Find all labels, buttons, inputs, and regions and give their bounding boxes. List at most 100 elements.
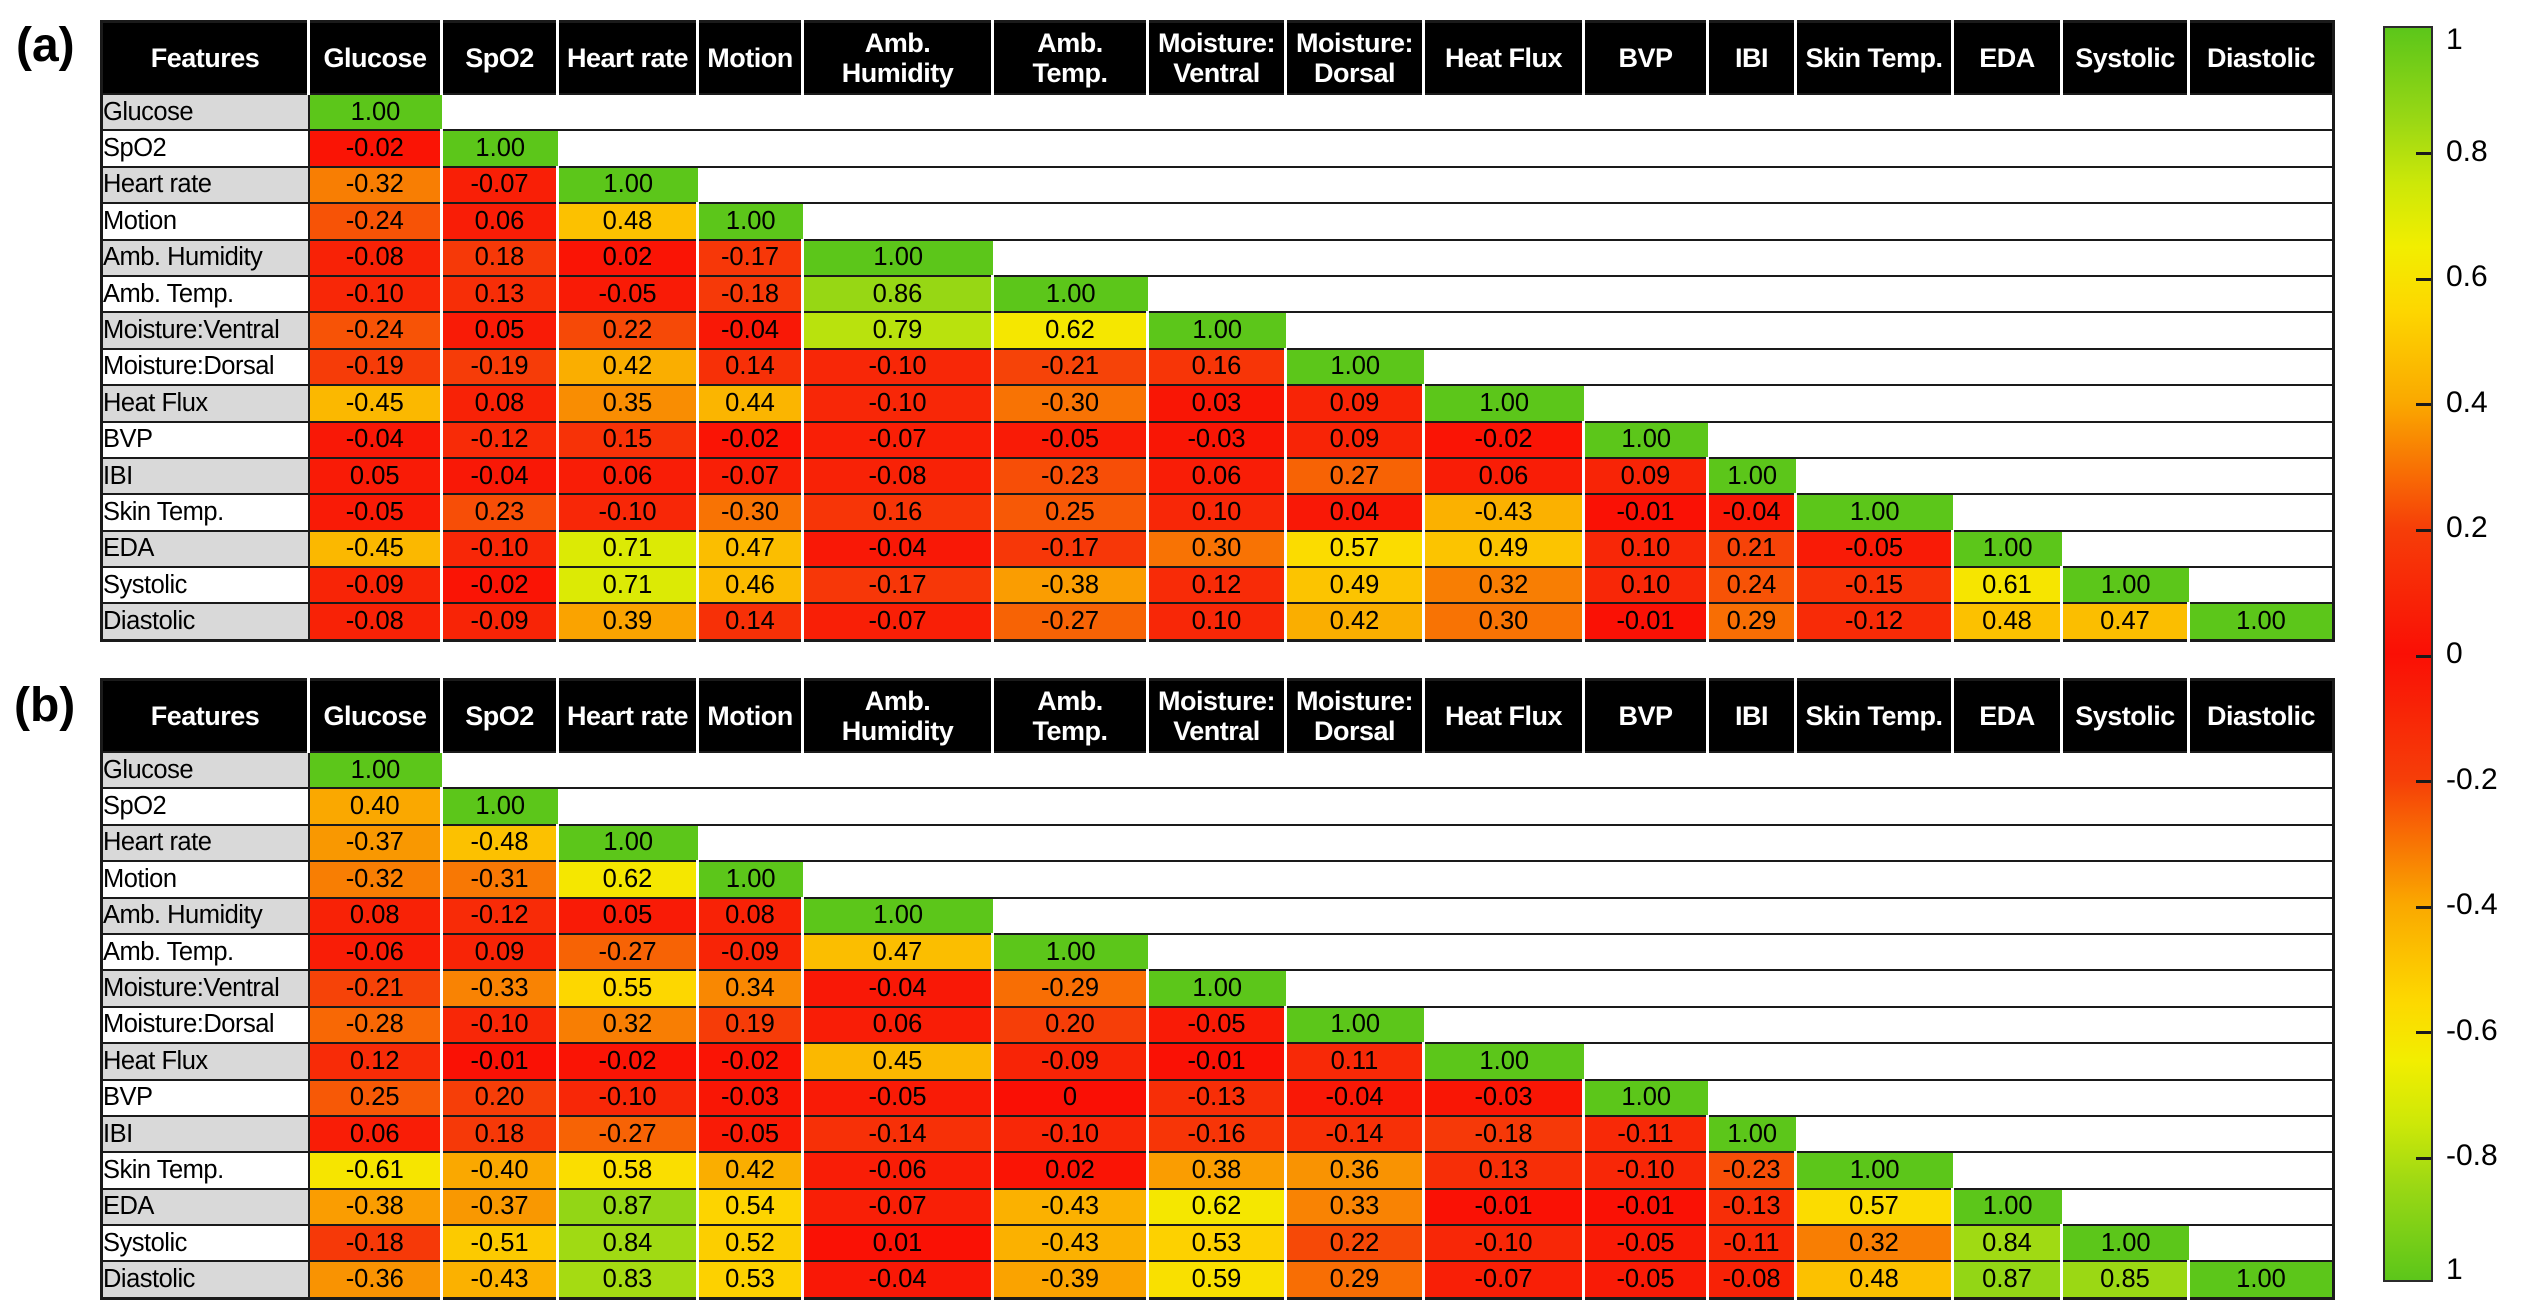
row-label: Motion xyxy=(101,860,310,898)
matrix-cell: 0.23 xyxy=(440,493,558,531)
matrix-cell: 0.47 xyxy=(696,529,803,568)
matrix-cell: -0.01 xyxy=(440,1042,558,1080)
matrix-cell: -0.06 xyxy=(308,932,442,971)
matrix-row: Moisture:Dorsal -0.28 -0.10 0.32 0.19 0.06 0.2… xyxy=(101,1005,2334,1044)
matrix-cell: -0.45 xyxy=(308,384,442,422)
row-label: Skin Temp. xyxy=(101,493,310,531)
row-label: Moisture:Dorsal xyxy=(101,347,310,386)
column-header: Systolic xyxy=(2060,679,2189,752)
matrix-cell: -0.29 xyxy=(991,969,1148,1007)
matrix-cell: 0.06 xyxy=(440,202,558,240)
matrix-cell: -0.18 xyxy=(308,1224,442,1262)
row-label: Heat Flux xyxy=(101,1042,310,1080)
matrix-cell: 0.19 xyxy=(696,1005,803,1044)
matrix-cell: 0.30 xyxy=(1146,529,1286,568)
matrix-cell: -0.12 xyxy=(440,420,558,458)
matrix-cell: 0.32 xyxy=(556,1005,698,1044)
colorbar-tick-label: 1 xyxy=(2446,23,2463,56)
row-label: Systolic xyxy=(101,566,310,604)
matrix-cell: 0.42 xyxy=(1284,602,1424,641)
empty-upper-triangle-cell xyxy=(557,787,2334,825)
matrix-cell: 0.54 xyxy=(696,1187,803,1226)
header-row: Features Glucose SpO2 Heart rate Motion Amb. … xyxy=(101,21,2334,94)
column-header: Amb. Temp. xyxy=(991,21,1148,94)
matrix-cell: -0.43 xyxy=(440,1260,558,1299)
matrix-row: Amb. Temp. -0.06 0.09 -0.27 -0.09 0.47 1.00 xyxy=(101,932,2334,971)
matrix-cell: 0.46 xyxy=(696,566,803,604)
matrix-row: SpO2 0.40 1.00 xyxy=(101,787,2334,825)
matrix-cell: -0.05 xyxy=(308,493,442,531)
empty-upper-triangle-cell xyxy=(1795,1114,2334,1153)
empty-upper-triangle-cell xyxy=(802,202,2334,240)
colorbar-tick-label: 0.6 xyxy=(2446,260,2488,294)
matrix-cell: 1.00 xyxy=(696,202,803,240)
empty-upper-triangle-cell xyxy=(441,750,2334,789)
column-header: SpO2 xyxy=(440,679,558,752)
matrix-row: IBI 0.05 -0.04 0.06 -0.07 -0.08 -0.23 0.06 0.27 0… xyxy=(101,456,2334,495)
row-label: IBI xyxy=(101,1114,310,1153)
matrix-cell: -0.11 xyxy=(1582,1114,1708,1153)
matrix-cell: -0.04 xyxy=(696,311,803,349)
matrix-cell: 0.18 xyxy=(440,1114,558,1153)
matrix-cell: 0.49 xyxy=(1422,529,1584,568)
matrix-cell: 0.57 xyxy=(1794,1187,1953,1226)
colorbar-tick-label: 0.8 xyxy=(2446,134,2488,168)
matrix-cell: -0.10 xyxy=(801,384,993,422)
matrix-row: Systolic -0.18 -0.51 0.84 0.52 0.01 -0.43 0.53 0… xyxy=(101,1224,2334,1262)
colorbar-tick-label: -0.6 xyxy=(2446,1013,2498,1047)
matrix-row: Motion -0.24 0.06 0.48 1.00 xyxy=(101,202,2334,240)
matrix-cell: 0.86 xyxy=(801,274,993,313)
matrix-cell: 1.00 xyxy=(1422,1042,1584,1080)
colorbar-gradient xyxy=(2383,26,2433,1282)
matrix-cell: -0.02 xyxy=(1422,420,1584,458)
matrix-cell: -0.12 xyxy=(440,896,558,934)
matrix-cell: -0.32 xyxy=(308,165,442,204)
matrix-cell: 0.55 xyxy=(556,969,698,1007)
empty-upper-triangle-cell xyxy=(992,896,2334,934)
matrix-cell: -0.18 xyxy=(696,274,803,313)
column-header: IBI xyxy=(1706,21,1796,94)
matrix-cell: -0.10 xyxy=(308,274,442,313)
row-label: SpO2 xyxy=(101,787,310,825)
matrix-cell: -0.05 xyxy=(1146,1005,1286,1044)
empty-upper-triangle-cell xyxy=(1147,932,2334,971)
correlation-matrix-b: Features Glucose SpO2 Heart rate Motion Amb. … xyxy=(100,678,2335,1300)
column-header: EDA xyxy=(1951,679,2062,752)
matrix-cell: -0.02 xyxy=(556,1042,698,1080)
matrix-cell: 0.05 xyxy=(440,311,558,349)
matrix-cell: -0.14 xyxy=(1284,1114,1424,1153)
matrix-cell: -0.08 xyxy=(308,602,442,641)
colorbar-tick-label: -0.2 xyxy=(2446,762,2498,796)
matrix-cell: 0.09 xyxy=(440,932,558,971)
matrix-cell: 0.49 xyxy=(1284,566,1424,604)
column-header: Skin Temp. xyxy=(1794,679,1953,752)
matrix-cell: 0.02 xyxy=(556,238,698,276)
row-label: EDA xyxy=(101,529,310,568)
row-label: Glucose xyxy=(101,750,310,789)
matrix-cell: -0.04 xyxy=(801,969,993,1007)
matrix-cell: 0.09 xyxy=(1284,420,1424,458)
matrix-row: Skin Temp. -0.05 0.23 -0.10 -0.30 0.16 0.25 0.1… xyxy=(101,493,2334,531)
matrix-cell: -0.04 xyxy=(308,420,442,458)
matrix-cell: 1.00 xyxy=(440,787,558,825)
column-header: Amb. Temp. xyxy=(991,679,1148,752)
matrix-cell: 1.00 xyxy=(2060,1224,2189,1262)
matrix-cell: 0.79 xyxy=(801,311,993,349)
matrix-cell: 0.27 xyxy=(1284,456,1424,495)
matrix-cell: 0.29 xyxy=(1284,1260,1424,1299)
matrix-cell: -0.10 xyxy=(440,1005,558,1044)
matrix-cell: 0.16 xyxy=(801,493,993,531)
row-label: Moisture:Dorsal xyxy=(101,1005,310,1044)
matrix-cell: -0.05 xyxy=(1582,1260,1708,1299)
column-header: Diastolic xyxy=(2187,21,2334,94)
matrix-cell: -0.08 xyxy=(1706,1260,1796,1299)
column-header: Heat Flux xyxy=(1422,21,1584,94)
matrix-cell: -0.02 xyxy=(440,566,558,604)
matrix-row: EDA -0.38 -0.37 0.87 0.54 -0.07 -0.43 0.62 0.33-… xyxy=(101,1187,2334,1226)
matrix-row: Heat Flux -0.45 0.08 0.35 0.44 -0.10 -0.30 0.03… xyxy=(101,384,2334,422)
matrix-cell: 0.33 xyxy=(1284,1187,1424,1226)
matrix-cell: 0.84 xyxy=(556,1224,698,1262)
matrix-cell: 0.06 xyxy=(1146,456,1286,495)
column-header: Diastolic xyxy=(2187,679,2334,752)
matrix-cell: -0.37 xyxy=(308,823,442,862)
